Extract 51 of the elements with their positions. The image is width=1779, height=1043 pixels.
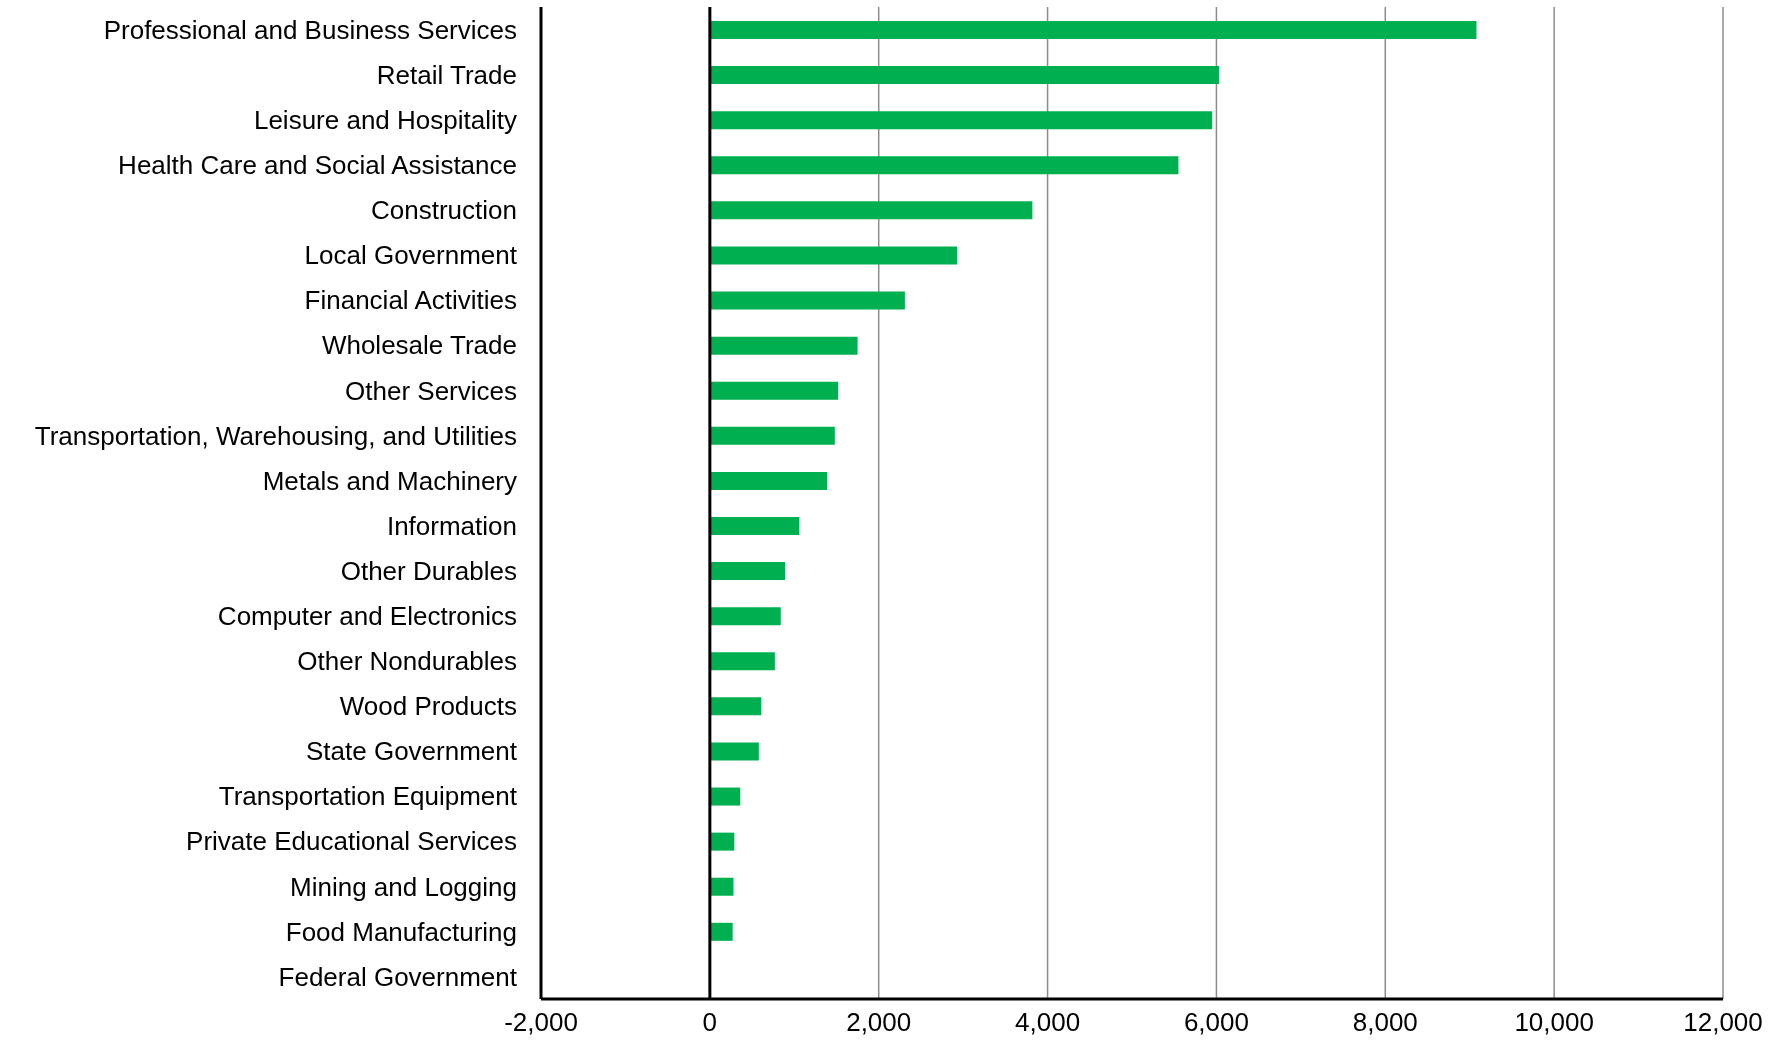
y-tick-label: Retail Trade <box>376 59 517 90</box>
x-tick-label: 8,000 <box>1352 1007 1418 1038</box>
bar <box>709 471 828 490</box>
bar <box>709 246 958 265</box>
x-tick-label: 0 <box>702 1007 718 1038</box>
y-tick-label: Construction <box>371 195 517 226</box>
bar <box>709 201 1033 220</box>
y-tick-label: Other Nondurables <box>297 646 517 677</box>
bar <box>709 291 905 310</box>
y-tick-label: State Government <box>306 736 518 767</box>
y-tick-label: Food Manufacturing <box>285 916 517 947</box>
y-tick-label: Local Government <box>304 240 518 271</box>
y-tick-label: Computer and Electronics <box>217 600 517 631</box>
bar <box>709 922 733 941</box>
y-tick-label: Federal Government <box>278 961 518 992</box>
bar <box>709 517 800 535</box>
bar <box>709 787 741 806</box>
bar <box>709 426 835 445</box>
y-tick-label: Transportation Equipment <box>218 781 518 812</box>
y-tick-label: Information <box>386 510 517 541</box>
x-tick-label: 12,000 <box>1683 1007 1763 1038</box>
y-tick-label: Professional and Business Services <box>103 14 517 45</box>
bar <box>709 607 781 626</box>
bar <box>709 381 839 400</box>
bar <box>709 832 735 851</box>
x-tick-label: 6,000 <box>1183 1007 1249 1038</box>
bar <box>709 336 858 355</box>
bar <box>709 66 1219 85</box>
y-tick-label: Health Care and Social Assistance <box>118 150 517 181</box>
y-tick-label: Financial Activities <box>304 285 517 316</box>
y-tick-label: Transportation, Warehousing, and Utilities <box>34 420 517 451</box>
bar <box>709 111 1213 130</box>
y-tick-label: Leisure and Hospitality <box>253 104 517 135</box>
y-tick-label: Wood Products <box>339 691 517 722</box>
bar <box>709 652 775 671</box>
bar <box>709 21 1477 39</box>
bar <box>709 562 785 581</box>
bar <box>709 156 1179 175</box>
x-tick-label: 10,000 <box>1514 1007 1594 1038</box>
y-tick-label: Private Educational Services <box>186 826 517 857</box>
y-tick-label: Other Durables <box>340 555 517 586</box>
bar <box>709 742 759 761</box>
y-tick-label: Other Services <box>345 375 517 406</box>
bar <box>709 697 762 716</box>
y-tick-label: Wholesale Trade <box>321 330 517 361</box>
bar <box>709 877 734 896</box>
x-tick-label: 2,000 <box>846 1007 912 1038</box>
y-tick-label: Mining and Logging <box>290 871 517 902</box>
y-tick-label: Metals and Machinery <box>262 465 517 496</box>
x-tick-label: -2,000 <box>504 1007 578 1038</box>
x-tick-label: 4,000 <box>1015 1007 1081 1038</box>
